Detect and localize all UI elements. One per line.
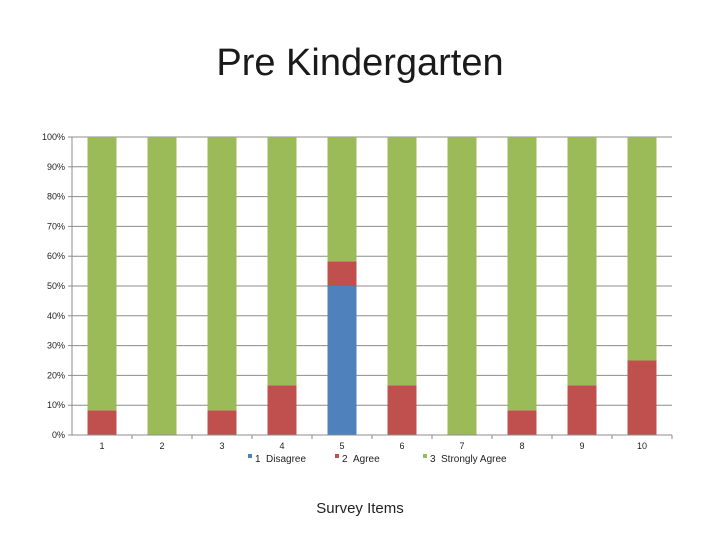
y-tick-label: 80% bbox=[47, 192, 65, 202]
bar-segment-2-item-3 bbox=[207, 410, 237, 435]
bar-segment-2-item-8 bbox=[507, 410, 537, 435]
x-tick-label: 5 bbox=[339, 441, 344, 451]
x-tick-label: 7 bbox=[459, 441, 464, 451]
x-tick-label: 1 bbox=[99, 441, 104, 451]
axes: 0% 10% 20% 30% 40% 50% 60% 70% 80% 90% 100% 1 2 3 4 5 6 7… bbox=[42, 132, 673, 451]
y-tick-label: 60% bbox=[47, 251, 65, 261]
x-tick-label: 6 bbox=[399, 441, 404, 451]
x-tick-label: 9 bbox=[579, 441, 584, 451]
legend-swatch-1 bbox=[248, 454, 252, 458]
bar-segment-3-item-4 bbox=[267, 137, 297, 386]
y-tick-label: 100% bbox=[42, 132, 65, 142]
y-tick-label: 40% bbox=[47, 311, 65, 321]
bar-segment-2-item-5 bbox=[327, 261, 357, 286]
bar-segment-3-item-8 bbox=[507, 137, 537, 411]
bar-segment-2-item-9 bbox=[567, 385, 597, 435]
legend-label: Agree bbox=[353, 454, 380, 465]
legend-label: Strongly Agree bbox=[441, 454, 507, 465]
x-axis-title: Survey Items bbox=[316, 500, 404, 517]
x-tick-label: 8 bbox=[519, 441, 524, 451]
bar-segment-3-item-7 bbox=[447, 137, 477, 435]
legend-code: 1 bbox=[255, 454, 261, 465]
bar-segment-1-item-5 bbox=[327, 286, 357, 435]
bar-segment-3-item-2 bbox=[147, 137, 177, 435]
y-tick-label: 0% bbox=[52, 430, 65, 440]
x-tick-label: 2 bbox=[159, 441, 164, 451]
bar-segment-2-item-10 bbox=[627, 360, 657, 435]
legend: 1 Disagree 2 Agree 3 Strongly Agree bbox=[248, 454, 507, 465]
y-tick-label: 10% bbox=[47, 400, 65, 410]
x-tick-label: 3 bbox=[219, 441, 224, 451]
legend-label: Disagree bbox=[266, 454, 306, 465]
y-tick-label: 20% bbox=[47, 370, 65, 380]
y-tick-label: 30% bbox=[47, 341, 65, 351]
x-tick-label: 10 bbox=[637, 441, 647, 451]
bar-segment-2-item-4 bbox=[267, 385, 297, 435]
bars bbox=[87, 137, 657, 435]
x-tick-label: 4 bbox=[279, 441, 284, 451]
chart-title: Pre Kindergarten bbox=[216, 42, 504, 84]
legend-swatch-3 bbox=[423, 454, 427, 458]
bar-segment-3-item-3 bbox=[207, 137, 237, 411]
legend-code: 2 bbox=[342, 454, 348, 465]
y-tick-label: 70% bbox=[47, 221, 65, 231]
legend-code: 3 bbox=[430, 454, 436, 465]
bar-segment-2-item-1 bbox=[87, 410, 117, 435]
bar-segment-3-item-9 bbox=[567, 137, 597, 386]
bar-segment-3-item-5 bbox=[327, 137, 357, 262]
bar-segment-3-item-10 bbox=[627, 137, 657, 361]
bar-segment-2-item-6 bbox=[387, 385, 417, 435]
bar-segment-3-item-1 bbox=[87, 137, 117, 411]
y-tick-label: 90% bbox=[47, 162, 65, 172]
legend-swatch-2 bbox=[335, 454, 339, 458]
bar-segment-3-item-6 bbox=[387, 137, 417, 386]
y-tick-label: 50% bbox=[47, 281, 65, 291]
